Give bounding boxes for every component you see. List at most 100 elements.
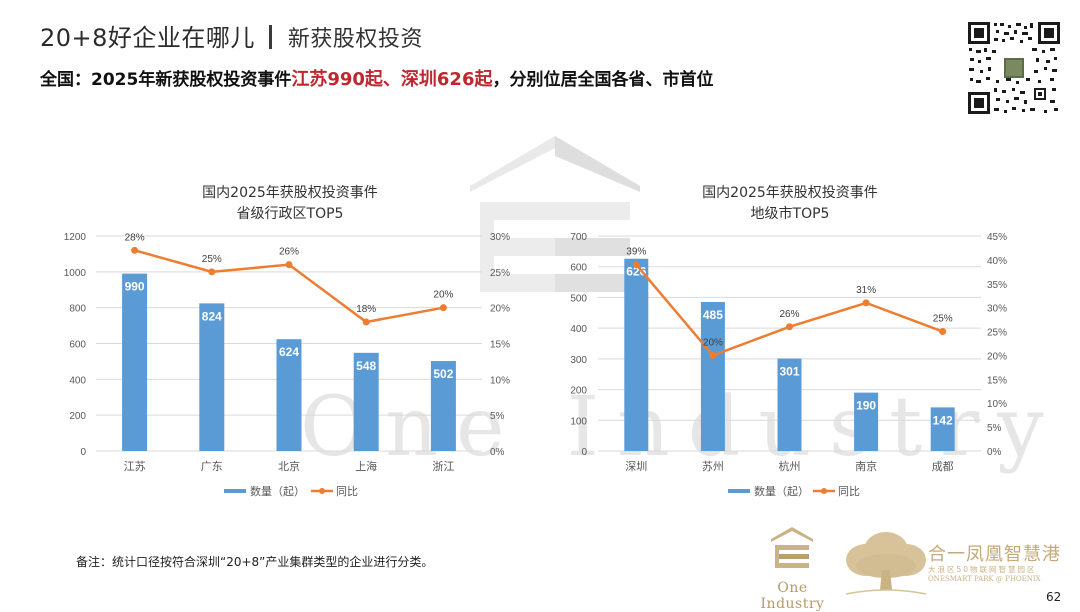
chart1-right-axis: 0% 5% 10% 15% 20% 25% 30% bbox=[490, 232, 510, 458]
headline-suffix: ，分别位居全国各省、市首位 bbox=[492, 70, 714, 90]
x-axis-label: 上海 bbox=[355, 459, 377, 473]
line-value-label: 25% bbox=[933, 314, 953, 325]
right-axis-tick: 25% bbox=[987, 328, 1007, 339]
right-axis-tick: 25% bbox=[490, 268, 510, 279]
logo1-text: One Industry bbox=[760, 580, 825, 612]
x-axis-label: 苏州 bbox=[702, 460, 724, 473]
left-axis-tick: 600 bbox=[69, 340, 86, 351]
line-value-label: 31% bbox=[856, 285, 876, 296]
chart1-yoy-line: 28% 25% 26% 18% 20% bbox=[125, 232, 454, 326]
logo2-en: ONESMART PARK @ PHOENIX bbox=[928, 575, 1041, 583]
line-value-label: 18% bbox=[356, 304, 376, 315]
legend-count-label: 数量（起） bbox=[754, 485, 809, 498]
chart2-yoy-line: 39% 20% 26% 31% 25% bbox=[626, 247, 953, 359]
bar-value-label: 626 bbox=[626, 265, 646, 279]
line-point bbox=[709, 351, 717, 359]
right-axis-tick: 20% bbox=[987, 351, 1007, 362]
right-axis-tick: 10% bbox=[987, 399, 1007, 410]
legend-bar-swatch-icon bbox=[728, 489, 750, 493]
line-point bbox=[439, 304, 447, 312]
line-point bbox=[131, 246, 139, 254]
left-axis-tick: 400 bbox=[69, 375, 86, 386]
line-value-label: 20% bbox=[703, 337, 723, 348]
page-title: 20+8好企业在哪儿 新获股权投资 bbox=[40, 18, 423, 53]
bar bbox=[624, 258, 649, 451]
line-value-label: 20% bbox=[433, 290, 453, 301]
right-axis-tick: 20% bbox=[490, 304, 510, 315]
bar bbox=[700, 302, 725, 451]
legend-yoy-label: 同比 bbox=[838, 485, 860, 498]
left-axis-tick: 200 bbox=[69, 411, 86, 422]
footnote: 备注：统计口径按符合深圳“20+8”产业集群类型的企业进行分类。 bbox=[76, 555, 434, 569]
bar bbox=[854, 392, 879, 451]
left-axis-tick: 1200 bbox=[64, 232, 87, 243]
x-axis-label: 浙江 bbox=[432, 460, 454, 473]
line-point bbox=[632, 261, 640, 269]
one-industry-logo: One Industry bbox=[745, 525, 840, 612]
x-axis-label: 杭州 bbox=[779, 459, 801, 473]
chart2-right-axis: 0% 5% 10% 15% 20% 25% 30% 35% 40% 45% bbox=[987, 232, 1007, 458]
right-axis-tick: 5% bbox=[987, 423, 1002, 434]
chart1-title: 国内2025年获股权投资事件 省级行政区TOP5 bbox=[190, 183, 390, 225]
bar-value-label: 624 bbox=[279, 345, 299, 359]
chart1-left-axis: 0 200 400 600 800 1000 1200 bbox=[64, 232, 87, 458]
title-separator bbox=[268, 25, 272, 49]
bar-value-label: 301 bbox=[779, 365, 799, 379]
left-axis-tick: 0 bbox=[581, 447, 587, 458]
left-axis-tick: 0 bbox=[80, 447, 86, 458]
chart1-bars: 990 824 624 548 502 bbox=[122, 273, 456, 451]
right-axis-tick: 40% bbox=[987, 256, 1007, 267]
chart2-left-axis: 0 100 200 300 400 500 600 700 bbox=[570, 232, 587, 458]
title-main: 20+8好企业在哪儿 bbox=[40, 24, 255, 52]
x-axis-label: 北京 bbox=[278, 459, 300, 473]
x-axis-label: 深圳 bbox=[625, 460, 647, 473]
chart2-title-line2: 地级市TOP5 bbox=[750, 206, 830, 222]
headline: 全国：2025年新获股权投资事件江苏990起、深圳626起，分别位居全国各省、市… bbox=[40, 65, 713, 91]
left-axis-tick: 300 bbox=[570, 355, 587, 366]
left-axis-tick: 400 bbox=[570, 324, 587, 335]
line-point bbox=[362, 318, 370, 326]
line-point bbox=[786, 323, 793, 331]
left-axis-tick: 500 bbox=[570, 293, 587, 304]
line-point bbox=[862, 299, 870, 307]
headline-prefix: 全国：2025年新获股权投资事件 bbox=[40, 70, 292, 90]
left-axis-tick: 800 bbox=[69, 304, 86, 315]
line-value-label: 39% bbox=[626, 247, 646, 258]
line-value-label: 28% bbox=[125, 232, 145, 243]
chart1-legend: 数量（起） 同比 bbox=[224, 485, 358, 498]
chart2-title-line1: 国内2025年获股权投资事件 bbox=[702, 185, 878, 201]
right-axis-tick: 5% bbox=[490, 411, 505, 422]
headline-highlight: 江苏990起、深圳626起 bbox=[291, 69, 493, 90]
x-axis-label: 成都 bbox=[932, 460, 954, 473]
chart1-province-top5: 0 200 400 600 800 1000 1200 0% 5% 10% 15% 20% 25% 30… bbox=[64, 232, 510, 498]
right-axis-tick: 0% bbox=[987, 447, 1002, 458]
one-industry-house-watermark bbox=[470, 136, 640, 316]
right-axis-tick: 45% bbox=[987, 232, 1007, 243]
logo2-cn: 合一凤凰智慧港 bbox=[928, 544, 1061, 565]
bar bbox=[199, 303, 225, 451]
line-point bbox=[939, 328, 947, 336]
chart1-title-line2: 省级行政区TOP5 bbox=[236, 206, 344, 222]
bar bbox=[777, 358, 802, 451]
x-axis-label: 江苏 bbox=[124, 460, 146, 473]
right-axis-tick: 15% bbox=[987, 375, 1007, 386]
bar-value-label: 548 bbox=[356, 359, 376, 373]
line-value-label: 26% bbox=[779, 309, 799, 320]
left-axis-tick: 200 bbox=[570, 386, 587, 397]
x-axis-label: 南京 bbox=[855, 459, 877, 473]
right-axis-tick: 0% bbox=[490, 447, 505, 458]
line-point bbox=[208, 268, 216, 276]
right-axis-tick: 30% bbox=[490, 232, 510, 243]
bar bbox=[430, 361, 456, 451]
right-axis-tick: 10% bbox=[490, 375, 510, 386]
chart1-title-line1: 国内2025年获股权投资事件 bbox=[202, 185, 378, 201]
bar-value-label: 485 bbox=[703, 308, 723, 322]
bar bbox=[122, 273, 148, 451]
line-value-label: 25% bbox=[202, 254, 222, 265]
bar-value-label: 142 bbox=[933, 413, 953, 427]
logo2-cn-sub: 大浪区50物联网智慧园区 bbox=[928, 565, 1037, 574]
bar bbox=[276, 339, 302, 451]
watermark-text: One Industry bbox=[300, 380, 1062, 475]
bar-value-label: 190 bbox=[856, 399, 876, 413]
